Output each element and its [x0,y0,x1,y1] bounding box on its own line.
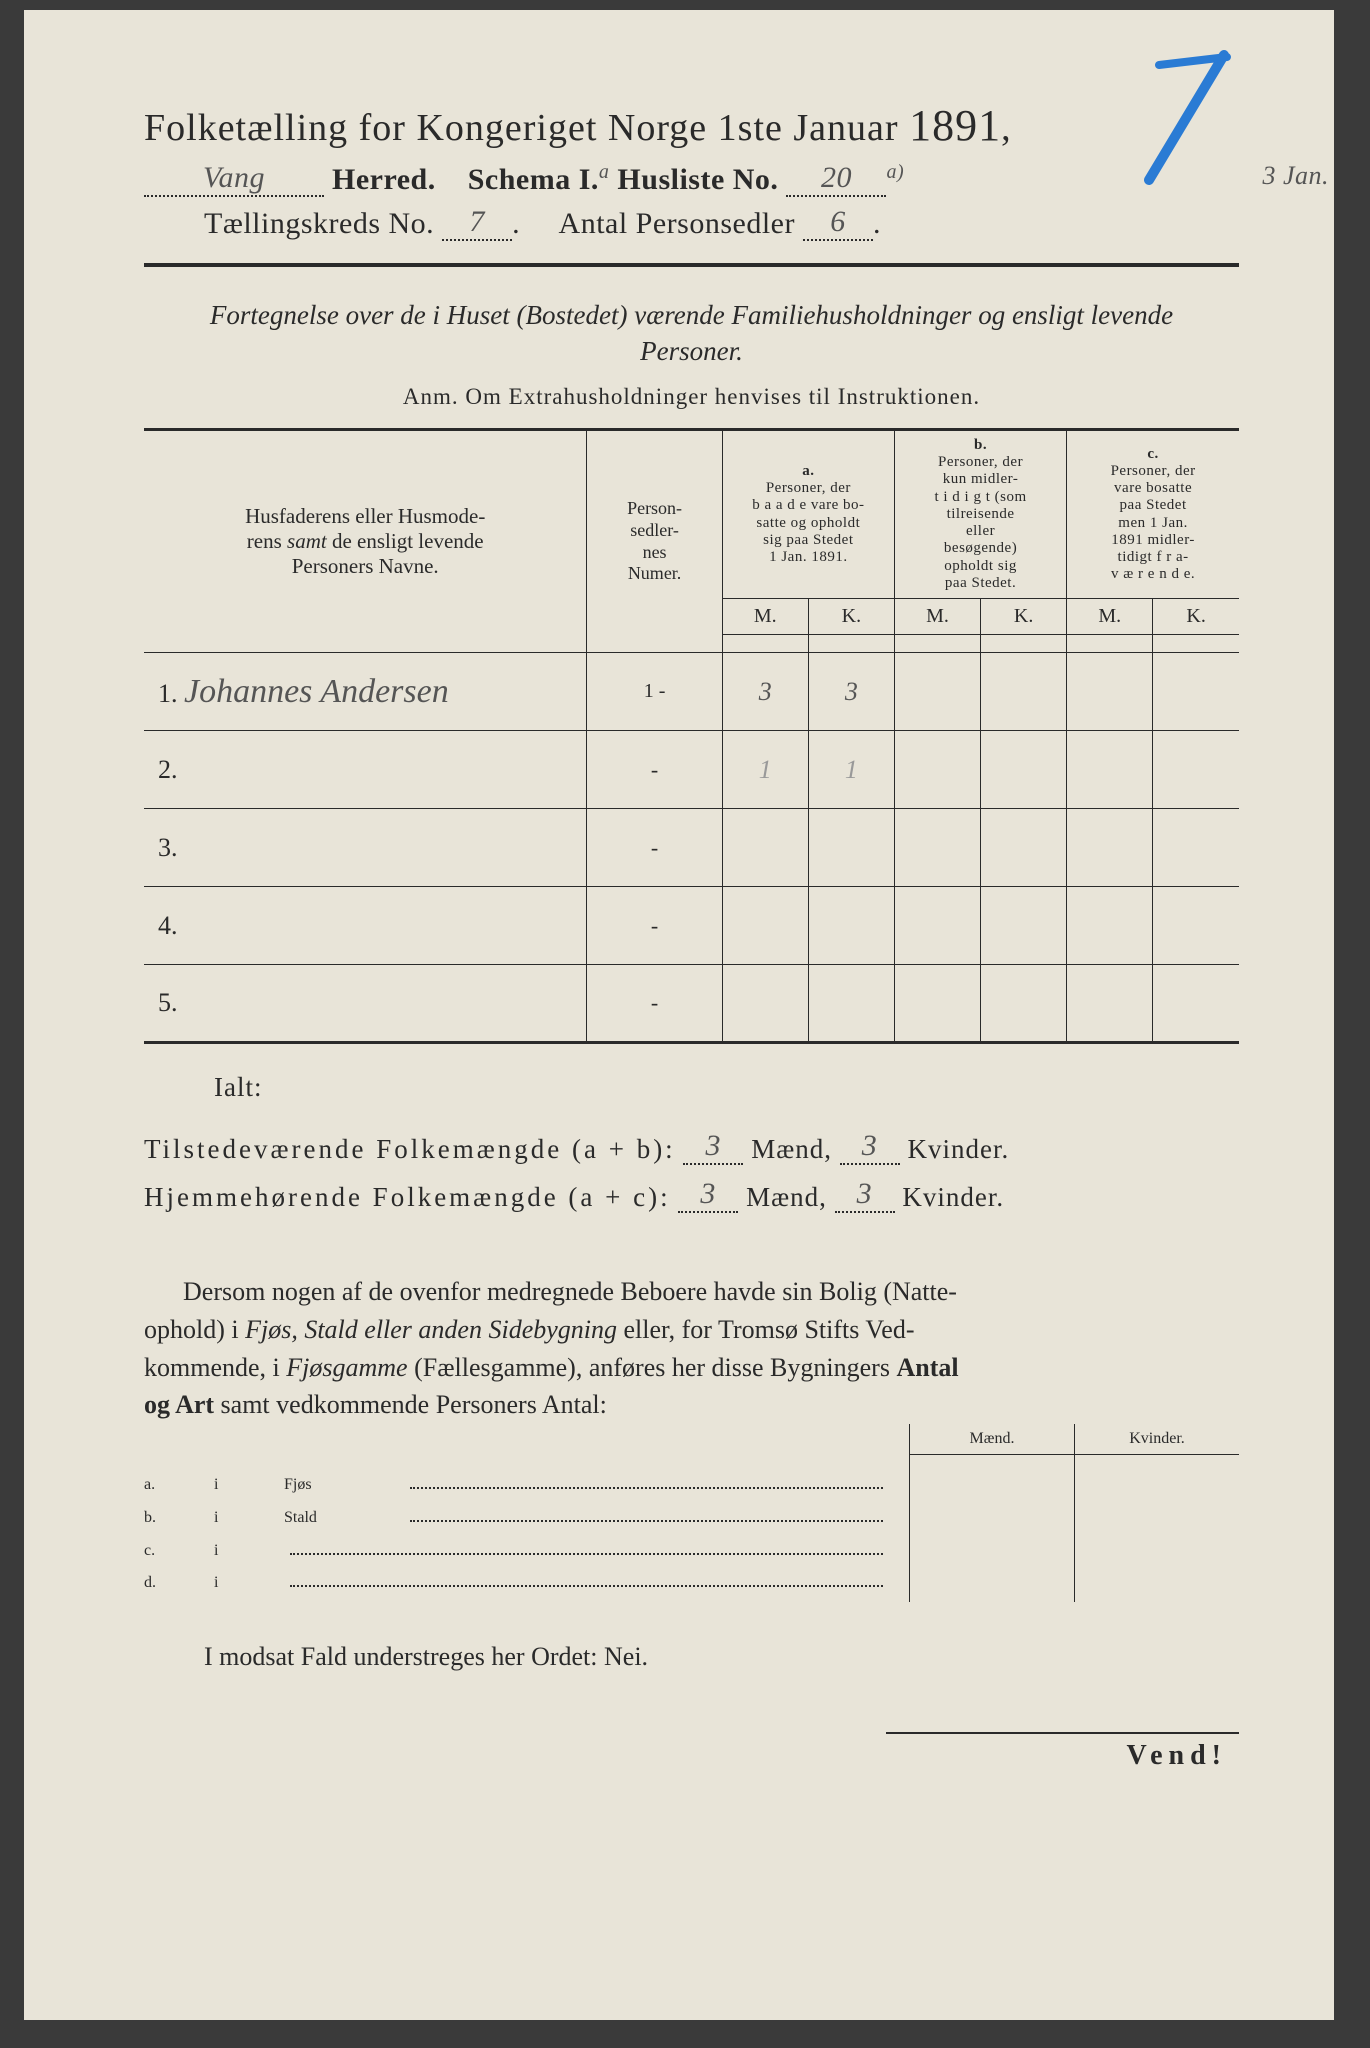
sup-a-2: a) [886,161,904,183]
row-psnum: - [587,809,722,887]
fjos-mk-columns: Mænd. Kvinder. [909,1424,1239,1602]
title-text: Folketælling for Kongeriget Norge 1ste J… [144,107,899,149]
hjemme-label: Hjemmehørende Folkemængde (a + c): [144,1182,671,1212]
antal-value: 6 [803,205,873,241]
kreds-value: 7 [442,205,512,241]
divider-thick-1 [144,263,1239,267]
antal-label: Antal Personsedler [559,207,795,240]
fjos-row: c. i [144,1537,889,1560]
col-b-k: K. [981,599,1067,635]
herred-value: Vang [144,161,324,197]
row-bk [981,653,1067,731]
row-num: 5. [158,988,178,1017]
col-num-head: Person-sedler-nesNumer. [627,498,682,583]
fjos-a-text: Fjøs [284,1476,404,1494]
hjemme-k: 3 [835,1177,895,1213]
title-year: 1891 [909,101,1001,150]
col-a-m: M. [722,599,808,635]
fjos-a-letter: a. [144,1476,214,1494]
tilstede-m: 3 [683,1129,743,1165]
maend-label-1: Mænd, [751,1134,832,1164]
kvinder-label-2: Kvinder. [902,1182,1004,1212]
kreds-label: Tællingskreds No. [204,207,434,240]
fjos-row: d. i [144,1570,889,1593]
table-row: 5. - [144,965,1239,1043]
col-a-desc: Personer, derb a a d e vare bo-satte og … [752,480,864,565]
fjos-b-letter: b. [144,1509,214,1527]
intro-anm: Anm. Om Extrahusholdninger henvises til … [144,384,1239,410]
col-c-k: K. [1153,599,1239,635]
kvinder-label-1: Kvinder. [907,1134,1009,1164]
col-c-desc: Personer, dervare bosattepaa Stedetmen 1… [1111,463,1196,583]
main-table: Husfaderens eller Husmode-rens samt de e… [144,428,1239,1044]
row-am: 1 [722,731,808,809]
row-ak: 3 [808,653,894,731]
husliste-label: Husliste No. [617,163,778,196]
row-ak: 1 [808,731,894,809]
table-row: 2. - 1 1 [144,731,1239,809]
tilstede-label: Tilstedeværende Folkemængde (a + b): [144,1134,676,1164]
date-scrawl: 3 Jan. [1262,161,1329,191]
row-name: Johannes Andersen [184,673,449,710]
row-psnum: - [587,965,722,1043]
fjos-c-i: i [214,1542,284,1560]
table-row: 4. - [144,887,1239,965]
col-name-head: Husfaderens eller Husmode-rens samt de e… [245,504,485,578]
row-bm [894,653,980,731]
totals-block: Ialt: Tilstedeværende Folkemængde (a + b… [144,1072,1239,1213]
fjos-c-letter: c. [144,1542,214,1560]
hjemme-m: 3 [678,1177,738,1213]
row-psnum: 1 - [587,653,722,731]
fjos-maend-head: Mænd. [910,1424,1074,1455]
fjos-row: a. i Fjøs [144,1472,889,1495]
table-row: 1. Johannes Andersen 1 - 3 3 [144,653,1239,731]
row-cm [1067,653,1153,731]
dersom-paragraph: Dersom nogen af de ovenfor medregnede Be… [144,1273,1239,1424]
tilstede-k: 3 [840,1129,900,1165]
col-c-letter: c. [1147,446,1158,462]
row-num: 4. [158,911,178,940]
fjos-d-i: i [214,1574,284,1592]
fjos-section: a. i Fjøs b. i Stald c. i d. i [144,1424,1239,1602]
col-b-letter: b. [974,437,987,453]
col-c-m: M. [1067,599,1153,635]
title-comma: , [1001,107,1012,149]
title-row: Folketælling for Kongeriget Norge 1ste J… [144,100,1239,151]
row-psnum: - [587,887,722,965]
herred-row: Vang Herred. Schema I.a Husliste No. 20a… [144,161,1239,197]
row-psnum: - [587,731,722,809]
schema-label: Schema I. [468,163,599,196]
col-a-letter: a. [802,463,814,479]
kreds-row: Tællingskreds No. 7. Antal Personsedler … [144,205,1239,241]
sup-a-1: a [599,161,610,183]
vend-label: Vend! [886,1732,1239,1772]
census-form-paper: Folketælling for Kongeriget Norge 1ste J… [24,10,1334,2020]
row-num: 3. [158,833,178,862]
ialt-label: Ialt: [214,1072,262,1103]
col-a-k: K. [808,599,894,635]
row-ck [1153,653,1239,731]
fjos-b-i: i [214,1509,284,1527]
modsat-line: I modsat Fald understreges her Ordet: Ne… [144,1642,1239,1672]
fjos-kvinder-head: Kvinder. [1075,1424,1239,1455]
fjos-d-letter: d. [144,1574,214,1592]
row-num: 1. [158,679,178,708]
col-b-m: M. [894,599,980,635]
herred-label: Herred. [332,163,436,196]
fjos-b-text: Stald [284,1509,404,1527]
col-b-desc: Personer, derkun midler-t i d i g t (som… [934,454,1026,591]
husliste-value: 20 [786,161,886,197]
fjos-a-i: i [214,1476,284,1494]
fjos-row: b. i Stald [144,1504,889,1527]
table-row: 3. - [144,809,1239,887]
row-am: 3 [722,653,808,731]
intro-italic: Fortegnelse over de i Huset (Bostedet) v… [184,297,1199,370]
row-num: 2. [158,755,178,784]
maend-label-2: Mænd, [746,1182,827,1212]
